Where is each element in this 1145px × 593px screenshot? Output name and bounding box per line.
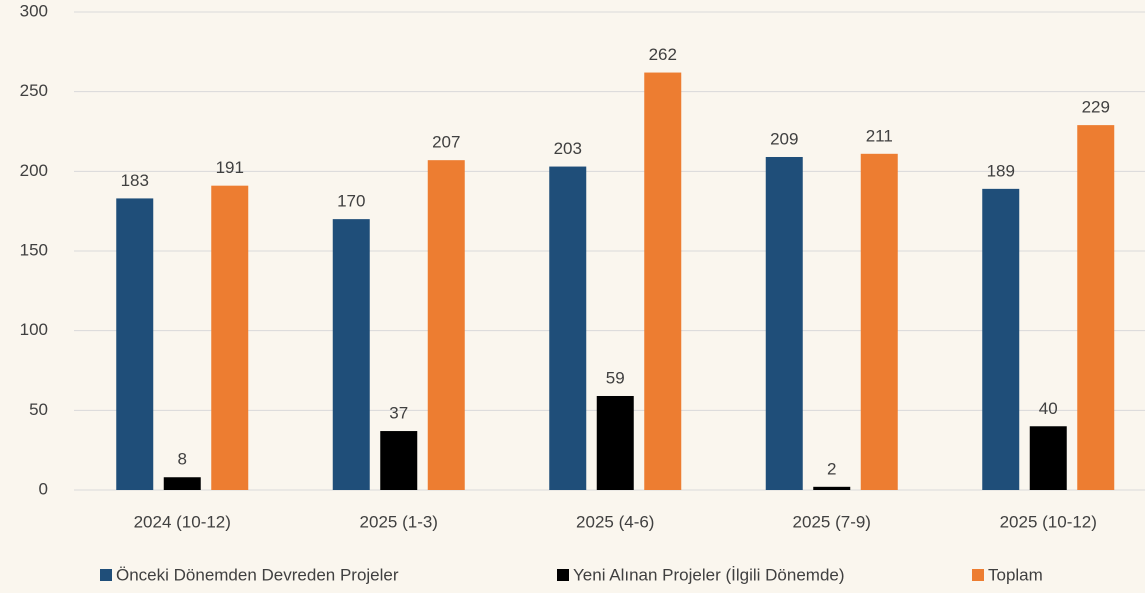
data-label: 207	[432, 133, 460, 152]
y-tick-label: 150	[20, 240, 48, 259]
y-tick-label: 300	[20, 1, 48, 20]
bar	[813, 486, 851, 490]
data-label: 262	[649, 45, 677, 64]
y-tick-label: 200	[20, 161, 48, 180]
bar	[380, 431, 418, 490]
y-tick-label: 250	[20, 81, 48, 100]
bar	[1077, 125, 1115, 491]
y-tick-label: 100	[20, 320, 48, 339]
data-label: 37	[389, 404, 408, 423]
bar	[644, 72, 682, 491]
bar	[116, 198, 154, 491]
data-label: 2	[827, 459, 836, 478]
y-tick-label: 0	[39, 479, 48, 498]
bar	[765, 156, 803, 490]
y-tick-label: 50	[29, 400, 48, 419]
x-tick-label: 2025 (1-3)	[360, 512, 438, 531]
legend-swatch	[972, 569, 984, 581]
data-label: 189	[987, 161, 1015, 180]
data-label: 229	[1082, 98, 1110, 117]
data-label: 40	[1039, 399, 1058, 418]
data-label: 191	[216, 158, 244, 177]
bar	[211, 185, 249, 490]
bar	[982, 188, 1020, 491]
bar	[427, 160, 465, 490]
legend-label: Önceki Dönemden Devreden Projeler	[116, 565, 399, 584]
data-label: 170	[337, 192, 365, 211]
bar	[163, 477, 201, 490]
bar	[596, 395, 634, 490]
legend-label: Toplam	[988, 565, 1043, 584]
legend-label: Yeni Alınan Projeler (İlgili Dönemde)	[573, 565, 845, 584]
legend-swatch	[557, 569, 569, 581]
x-tick-label: 2025 (4-6)	[576, 512, 654, 531]
data-label: 211	[866, 126, 893, 145]
x-tick-label: 2025 (7-9)	[793, 512, 871, 531]
data-label: 59	[606, 368, 625, 387]
bar	[860, 153, 898, 490]
x-tick-label: 2024 (10-12)	[134, 512, 231, 531]
data-label: 183	[121, 171, 149, 190]
data-label: 209	[770, 129, 798, 148]
bar	[332, 219, 370, 490]
bar	[1029, 426, 1067, 490]
data-label: 8	[178, 450, 187, 469]
x-tick-label: 2025 (10-12)	[1000, 512, 1097, 531]
bar	[549, 166, 587, 490]
data-label: 203	[554, 139, 582, 158]
legend-swatch	[100, 569, 112, 581]
